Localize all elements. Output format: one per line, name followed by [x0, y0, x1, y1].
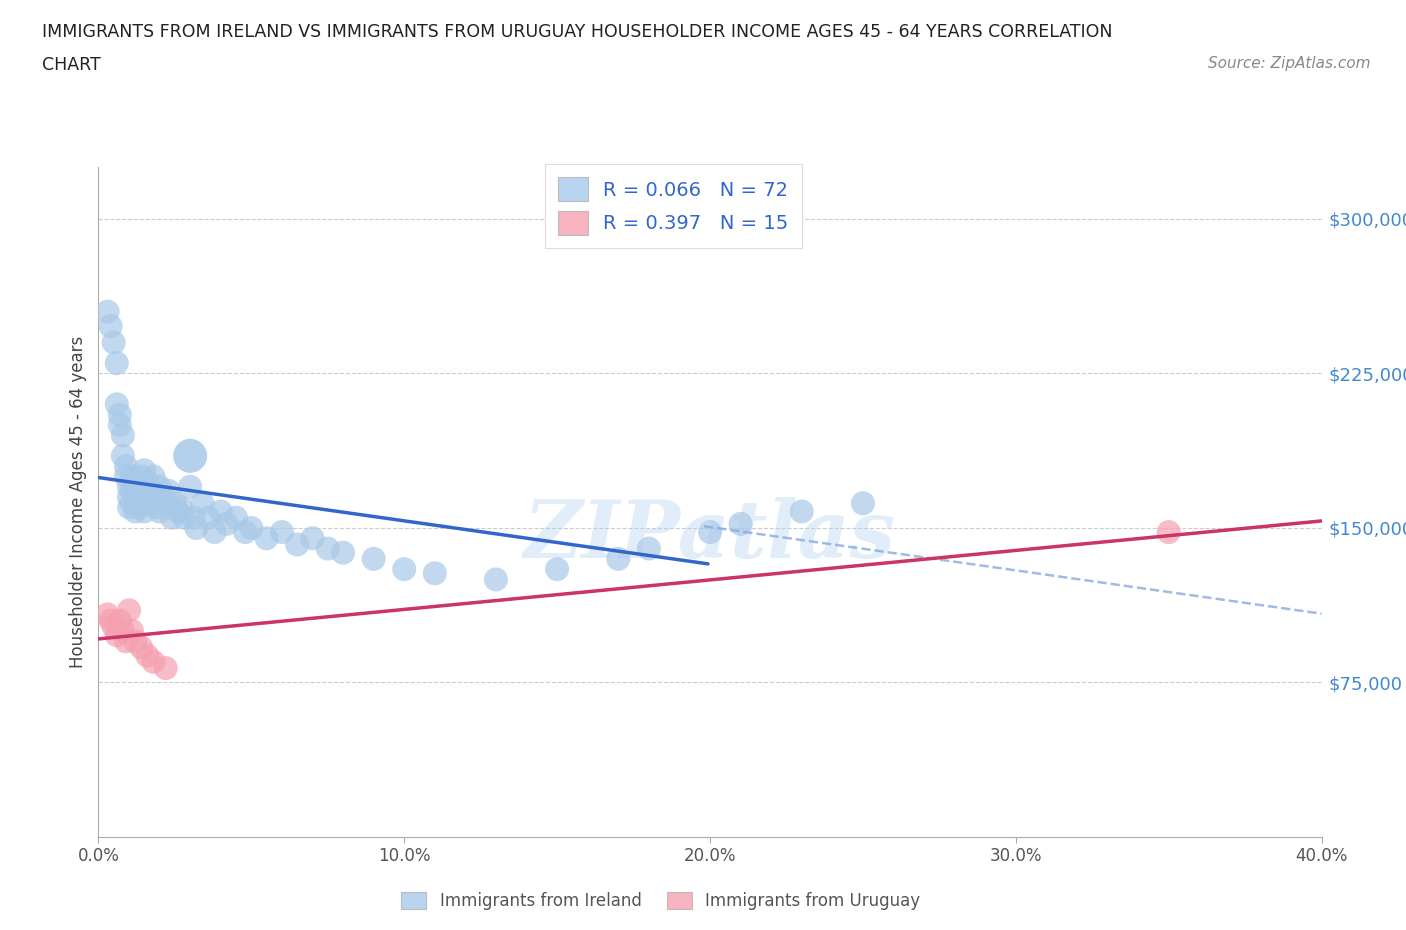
Point: [423, 565, 446, 580]
Point: [108, 418, 131, 432]
Point: [167, 504, 190, 519]
Point: [240, 521, 263, 536]
Point: [179, 448, 201, 463]
Point: [134, 504, 156, 519]
Point: [607, 551, 630, 566]
Point: [118, 603, 141, 618]
Point: [204, 525, 226, 539]
Point: [139, 484, 162, 498]
Text: IMMIGRANTS FROM IRELAND VS IMMIGRANTS FROM URUGUAY HOUSEHOLDER INCOME AGES 45 - : IMMIGRANTS FROM IRELAND VS IMMIGRANTS FR…: [42, 23, 1112, 41]
Point: [111, 623, 134, 638]
Point: [316, 541, 339, 556]
Point: [118, 479, 141, 494]
Point: [105, 355, 128, 370]
Point: [121, 484, 143, 498]
Point: [124, 634, 146, 649]
Point: [105, 397, 128, 412]
Point: [105, 628, 128, 643]
Point: [134, 463, 156, 478]
Point: [155, 496, 177, 511]
Point: [285, 537, 308, 551]
Point: [699, 525, 721, 539]
Point: [149, 504, 172, 519]
Point: [136, 648, 159, 663]
Point: [108, 407, 131, 422]
Point: [209, 504, 232, 519]
Point: [118, 500, 141, 515]
Point: [256, 531, 278, 546]
Point: [155, 660, 177, 675]
Point: [145, 500, 167, 515]
Point: [225, 511, 247, 525]
Point: [149, 479, 172, 494]
Point: [852, 496, 875, 511]
Point: [115, 458, 138, 473]
Point: [332, 545, 354, 560]
Point: [100, 613, 122, 628]
Point: [139, 496, 162, 511]
Point: [160, 511, 183, 525]
Point: [163, 496, 186, 511]
Point: [134, 479, 156, 494]
Point: [129, 640, 152, 655]
Point: [118, 489, 141, 504]
Point: [215, 516, 238, 531]
Point: [136, 475, 159, 490]
Point: [233, 525, 256, 539]
Point: [142, 469, 165, 484]
Point: [392, 562, 416, 577]
Point: [124, 489, 146, 504]
Point: [191, 496, 214, 511]
Point: [142, 655, 165, 670]
Point: [97, 607, 120, 622]
Point: [181, 511, 204, 525]
Point: [103, 619, 125, 634]
Point: [301, 531, 323, 546]
Point: [270, 525, 292, 539]
Point: [121, 623, 143, 638]
Point: [129, 469, 152, 484]
Text: Source: ZipAtlas.com: Source: ZipAtlas.com: [1208, 56, 1371, 71]
Point: [115, 469, 138, 484]
Point: [730, 516, 752, 531]
Point: [1157, 525, 1180, 539]
Point: [121, 496, 143, 511]
Point: [127, 500, 149, 515]
Point: [111, 428, 134, 443]
Point: [637, 541, 661, 556]
Point: [546, 562, 568, 577]
Point: [124, 475, 146, 490]
Point: [136, 489, 159, 504]
Point: [152, 489, 174, 504]
Point: [186, 521, 208, 536]
Point: [179, 479, 201, 494]
Point: [485, 572, 508, 587]
Point: [170, 500, 193, 515]
Point: [103, 335, 125, 350]
Point: [197, 511, 219, 525]
Point: [363, 551, 385, 566]
Point: [108, 613, 131, 628]
Point: [790, 504, 813, 519]
Legend: Immigrants from Ireland, Immigrants from Uruguay: Immigrants from Ireland, Immigrants from…: [395, 885, 927, 917]
Point: [173, 511, 195, 525]
Point: [142, 489, 165, 504]
Point: [121, 469, 143, 484]
Text: ZIPatlas: ZIPatlas: [524, 497, 896, 575]
Legend: R = 0.066   N = 72, R = 0.397   N = 15: R = 0.066 N = 72, R = 0.397 N = 15: [544, 164, 801, 248]
Point: [129, 496, 152, 511]
Point: [100, 319, 122, 334]
Point: [157, 484, 180, 498]
Point: [97, 304, 120, 319]
Point: [124, 504, 146, 519]
Point: [111, 448, 134, 463]
Point: [127, 484, 149, 498]
Point: [115, 634, 138, 649]
Y-axis label: Householder Income Ages 45 - 64 years: Householder Income Ages 45 - 64 years: [69, 336, 87, 669]
Text: CHART: CHART: [42, 56, 101, 73]
